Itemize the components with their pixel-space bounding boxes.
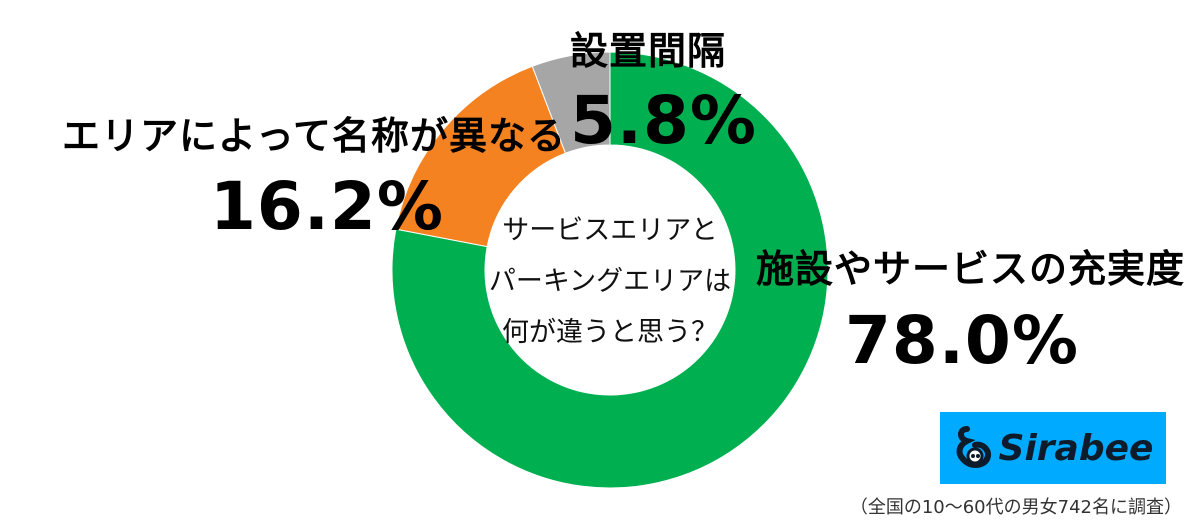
slice-value-interval: 5.8% [570,82,758,159]
slice-label-facilities: 施設やサービスの充実度 [756,247,1186,291]
slice-label-naming: エリアによって名称が異なる [62,114,566,158]
center-question-line-3: 何が違うと思う？ [502,317,718,348]
center-question-line-1: サービスエリアと [502,215,718,246]
sirabee-logo-text: Sirabee [998,427,1154,469]
sirabee-logo: Sirabee [940,412,1166,484]
slice-value-facilities: 78.0% [845,302,1079,379]
slice-label-interval: 設置間隔 [570,29,727,73]
slice-interval [531,51,611,154]
survey-footnote: （全国の10〜60代の男女742名に調査） [849,497,1182,518]
sirabee-mascot-icon [956,426,991,468]
slice-facilities [391,51,829,489]
center-question-line-2: パーキングエリアは [488,266,732,297]
slice-value-naming: 16.2% [210,168,444,245]
slice-naming [395,65,567,248]
